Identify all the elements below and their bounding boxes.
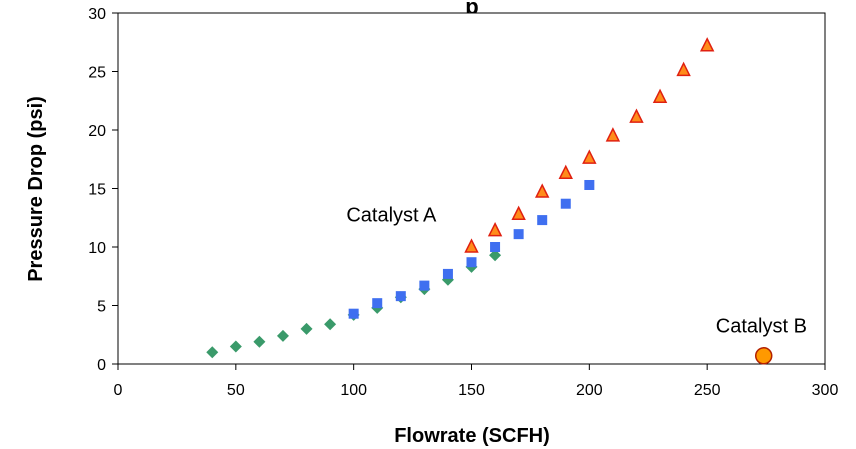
y-tick-label: 25 bbox=[88, 65, 106, 82]
data-point-square bbox=[419, 280, 430, 291]
data-point-square bbox=[584, 179, 595, 190]
x-tick-label: 200 bbox=[576, 382, 603, 399]
data-point-square bbox=[348, 308, 359, 319]
x-axis-title: Flowrate (SCFH) bbox=[394, 425, 550, 447]
x-tick-label: 50 bbox=[227, 382, 245, 399]
data-point-triangle bbox=[629, 108, 644, 123]
y-axis-title: Pressure Drop (psi) bbox=[25, 96, 47, 282]
y-tick-label: 15 bbox=[88, 182, 106, 199]
data-point-square bbox=[490, 242, 501, 252]
x-tick-label: 250 bbox=[694, 382, 721, 399]
data-point-triangle bbox=[487, 221, 503, 237]
data-point-diamond bbox=[253, 335, 266, 348]
annotations: Catalyst A Catalyst B bbox=[346, 204, 807, 337]
data-point-square bbox=[466, 257, 477, 268]
data-point-square bbox=[395, 291, 406, 302]
data-marks bbox=[206, 37, 773, 365]
annotation-label: Catalyst A bbox=[346, 204, 437, 226]
y-tick-label: 20 bbox=[88, 123, 106, 140]
data-point-square bbox=[513, 229, 524, 240]
data-point-triangle bbox=[558, 164, 573, 180]
data-point-square bbox=[537, 215, 548, 226]
data-point-triangle bbox=[605, 127, 621, 142]
data-point-triangle bbox=[582, 149, 597, 164]
x-axis: 0 50 100 150 200 250 300 bbox=[114, 364, 839, 399]
data-point-diamond bbox=[229, 340, 242, 353]
x-tick-label: 150 bbox=[458, 382, 485, 399]
x-tick-label: 100 bbox=[340, 382, 367, 399]
y-tick-label: 0 bbox=[97, 357, 106, 374]
y-axis: 0 5 10 15 20 25 30 bbox=[88, 6, 118, 374]
plot-area bbox=[117, 12, 826, 365]
data-point-diamond bbox=[489, 249, 502, 262]
data-point-triangle bbox=[676, 61, 691, 77]
y-tick-label: 30 bbox=[88, 6, 106, 23]
y-tick-label: 5 bbox=[97, 299, 106, 316]
data-point-triangle bbox=[464, 238, 479, 253]
data-point-triangle bbox=[534, 183, 550, 198]
x-tick-label: 0 bbox=[114, 382, 123, 399]
data-point-diamond bbox=[276, 329, 289, 342]
data-point-triangle bbox=[652, 88, 668, 103]
data-point-diamond bbox=[300, 322, 313, 335]
data-point-diamond bbox=[324, 318, 337, 331]
data-point-diamond bbox=[206, 346, 219, 359]
y-tick-label: 10 bbox=[88, 240, 106, 257]
data-point-square bbox=[372, 298, 383, 309]
data-point-triangle bbox=[699, 37, 715, 52]
annotation-label: Catalyst B bbox=[716, 315, 807, 337]
data-point-circle bbox=[754, 347, 773, 365]
data-point-square bbox=[442, 268, 453, 279]
data-point-square bbox=[560, 198, 571, 209]
x-tick-label: 300 bbox=[812, 382, 839, 399]
data-point-triangle bbox=[511, 205, 526, 220]
